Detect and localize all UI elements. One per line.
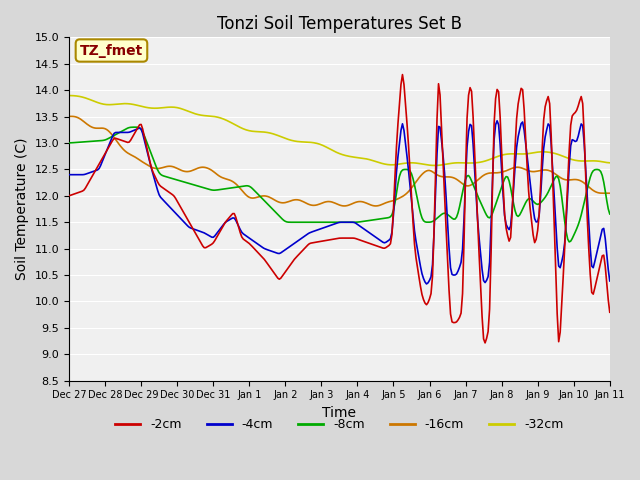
Text: TZ_fmet: TZ_fmet (80, 44, 143, 58)
Y-axis label: Soil Temperature (C): Soil Temperature (C) (15, 138, 29, 280)
Legend: -2cm, -4cm, -8cm, -16cm, -32cm: -2cm, -4cm, -8cm, -16cm, -32cm (110, 413, 568, 436)
Title: Tonzi Soil Temperatures Set B: Tonzi Soil Temperatures Set B (217, 15, 462, 33)
X-axis label: Time: Time (323, 406, 356, 420)
